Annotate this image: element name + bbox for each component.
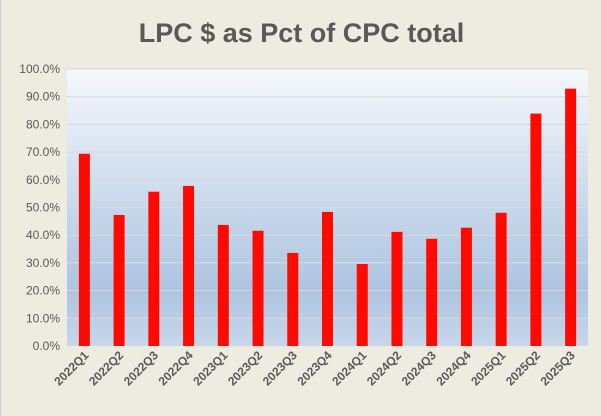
bar-2025Q1 <box>495 212 507 346</box>
bar-2023Q4 <box>322 211 333 346</box>
bar-2023Q3 <box>287 252 299 346</box>
bar-2023Q1 <box>217 224 229 346</box>
bar-2025Q2 <box>530 113 542 346</box>
bar-2025Q3 <box>565 88 577 347</box>
y-tick-label: 50.0% <box>26 201 60 215</box>
bar-2024Q2 <box>391 231 403 346</box>
x-tick-label: 2023Q2 <box>225 348 265 388</box>
y-tick-label: 60.0% <box>26 173 60 187</box>
chart-title: LPC $ as Pct of CPC total <box>138 18 465 48</box>
x-tick-label: 2023Q3 <box>260 348 300 388</box>
x-tick-label: 2022Q2 <box>86 348 126 388</box>
y-tick-label: 90.0% <box>26 90 60 104</box>
bar-2024Q4 <box>460 227 472 346</box>
x-tick-label: 2022Q3 <box>121 348 161 388</box>
bar-2023Q2 <box>252 230 264 346</box>
y-tick-label: 80.0% <box>26 117 60 131</box>
x-tick-label: 2024Q2 <box>364 348 404 388</box>
y-tick-label: 30.0% <box>26 256 60 270</box>
y-tick-label: 40.0% <box>26 228 60 242</box>
bar-2022Q3 <box>148 191 160 346</box>
x-tick-label: 2022Q1 <box>51 348 91 388</box>
x-tick-label: 2023Q4 <box>295 348 335 388</box>
bar-2024Q1 <box>356 264 368 346</box>
bar-2022Q2 <box>113 214 125 346</box>
x-tick-label: 2022Q4 <box>156 348 196 388</box>
y-tick-label: 0.0% <box>33 339 61 353</box>
x-tick-label: 2025Q1 <box>468 348 508 388</box>
x-tick-label: 2025Q2 <box>503 348 543 388</box>
bar-2022Q4 <box>183 185 195 346</box>
y-tick-label: 70.0% <box>26 145 60 159</box>
x-tick-label: 2025Q3 <box>538 348 578 388</box>
bar-2024Q3 <box>426 238 438 346</box>
bar-2022Q1 <box>78 153 90 346</box>
y-tick-label: 100.0% <box>19 62 60 76</box>
x-tick-label: 2024Q1 <box>329 348 369 388</box>
y-tick-label: 10.0% <box>26 311 60 325</box>
x-tick-label: 2024Q4 <box>433 348 473 388</box>
y-tick-label: 20.0% <box>26 284 60 298</box>
x-tick-label: 2023Q1 <box>190 348 230 388</box>
x-tick-label: 2024Q3 <box>399 348 439 388</box>
